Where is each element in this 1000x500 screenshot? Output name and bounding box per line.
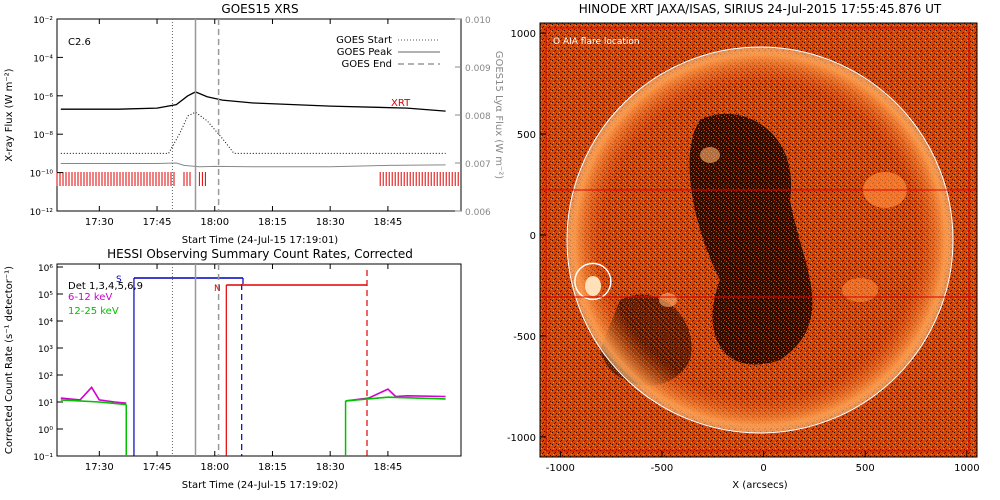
hessi-x-tick-label: 18:00 [200, 462, 229, 473]
hessi-y-tick-label: 10⁰ [38, 426, 53, 436]
hessi-x-tick-label: 18:45 [373, 462, 402, 473]
goes-y-ticks: 10⁻² 10⁻⁴ 10⁻⁶ 10⁻⁸ 10⁻¹⁰ 10⁻¹² [30, 16, 63, 218]
active-region [842, 278, 878, 302]
goes-y2-tick-label: 0.007 [465, 160, 491, 170]
hessi-title: HESSI Observing Summary Count Rates, Cor… [107, 247, 413, 261]
xrt-x-axis-label: X (arcsecs) [732, 480, 788, 491]
xrt-x-ticks: -1000 -500 0 500 1000 [546, 451, 980, 474]
active-region [659, 293, 677, 307]
xrt-y-ticks: 1000 500 0 -500 -1000 [507, 29, 546, 444]
fov-box [545, 27, 970, 452]
hessi-y-ticks: 10⁶ 10⁵ 10⁴ 10³ 10² 10¹ 10⁰ 10⁻¹ [33, 264, 63, 463]
goes-flare-class: C2.6 [68, 37, 91, 48]
xrt-x-tick-label: 0 [760, 463, 766, 474]
hessi-y-tick-label: 10³ [38, 345, 53, 355]
xrt-plot-frame [539, 22, 978, 458]
hessi-y-axis-label: Corrected Count Rate (s⁻¹ detector⁻¹) [4, 266, 15, 454]
goes-panel: GOES15 XRS C2.6 GOES Start GOES Peak GOE… [4, 2, 504, 246]
hessi-legend: Det 1,3,4,5,6,9 6-12 keV 12-25 keV [68, 281, 143, 317]
hessi-flag-s: S [116, 275, 122, 285]
hessi-y-tick-label: 10⁵ [38, 291, 53, 301]
goes-legend: GOES Start GOES Peak GOES End [336, 35, 440, 70]
goes-y2-tick-label: 0.008 [465, 112, 491, 122]
goes-y-axis-label: X-ray Flux (W m⁻²) [4, 68, 15, 161]
legend-goes-start: GOES Start [336, 35, 392, 46]
xrt-image [540, 23, 977, 457]
legend-goes-end: GOES End [342, 59, 392, 70]
legend-6-12-kev: 6-12 keV [68, 292, 112, 303]
xrt-y-tick-label: 1000 [511, 29, 536, 40]
goes-x-axis-label: Start Time (24-Jul-15 17:19:01) [182, 235, 339, 246]
xrt-legend: O AIA flare location [553, 37, 640, 47]
hessi-flag-n: N [214, 284, 221, 294]
goes-x-tick-label: 18:30 [316, 217, 345, 228]
hessi-x-tick-label: 17:30 [85, 462, 114, 473]
xrt-marker-label: XRT [391, 98, 411, 109]
goes-series-long [60, 91, 446, 112]
xrt-y-tick-label: 0 [530, 231, 536, 242]
goes-y2-ticks: 0.010 0.009 0.008 0.007 0.006 [455, 16, 491, 218]
xrt-title: HINODE XRT JAXA/ISAS, SIRIUS 24-Jul-2015… [579, 2, 942, 16]
goes-series-short [60, 111, 446, 154]
active-region [700, 147, 720, 163]
hessi-x-ticks: 17:30 17:45 18:00 18:15 18:30 18:45 [85, 264, 402, 473]
goes-x-tick-label: 18:15 [258, 217, 287, 228]
goes-y2-tick-label: 0.009 [465, 64, 491, 74]
xrt-x-tick-label: 1000 [954, 463, 979, 474]
goes-y-tick-label: 10⁻⁸ [33, 131, 53, 141]
hessi-y-tick-label: 10⁻¹ [33, 453, 53, 463]
legend-12-25-kev: 12-25 keV [68, 306, 119, 317]
goes-series-lyman [60, 162, 446, 168]
hessi-x-axis-label: Start Time (24-Jul-15 17:19:02) [182, 480, 339, 491]
aia-flare-circle [574, 262, 612, 301]
legend-goes-peak: GOES Peak [337, 47, 392, 58]
goes-plot-frame [56, 18, 462, 212]
goes-y2-tick-label: 0.010 [465, 16, 491, 26]
goes-y-tick-label: 10⁻¹² [30, 208, 54, 218]
hessi-series-line [60, 399, 127, 406]
xrt-y-tick-label: -1000 [507, 433, 536, 444]
hessi-series-line [345, 396, 446, 402]
goes-y-tick-label: 10⁻¹⁰ [30, 170, 54, 180]
goes-y2-axis-label: GOES15 Lyα Flux (W m⁻²) [493, 51, 504, 179]
xrt-x-tick-label: -1000 [546, 463, 575, 474]
goes-x-tick-label: 18:45 [373, 217, 402, 228]
goes-x-tick-label: 17:45 [143, 217, 172, 228]
hessi-y-tick-label: 10¹ [38, 399, 53, 409]
goes-x-ticks: 17:30 17:45 18:00 18:15 18:30 18:45 [85, 19, 402, 228]
hessi-series-line [60, 385, 127, 404]
hessi-x-tick-label: 17:45 [143, 462, 172, 473]
flare-bright-core [585, 276, 601, 296]
xrt-y-tick-label: 500 [517, 130, 536, 141]
hessi-panel: HESSI Observing Summary Count Rates, Cor… [4, 247, 462, 491]
goes-series-group [56, 19, 459, 211]
goes-y2-tick-label: 0.006 [465, 208, 491, 218]
hessi-y-tick-label: 10² [38, 372, 53, 382]
hessi-y-tick-label: 10⁴ [38, 318, 53, 328]
goes-x-tick-label: 17:30 [85, 217, 114, 228]
solar-limb [566, 46, 954, 434]
goes-x-tick-label: 18:00 [200, 217, 229, 228]
goes-title: GOES15 XRS [221, 2, 298, 16]
xrt-y-tick-label: -500 [513, 332, 536, 343]
goes-y-tick-label: 10⁻⁴ [33, 54, 53, 64]
xrt-observation-ticks [56, 172, 459, 186]
xrt-panel: HINODE XRT JAXA/ISAS, SIRIUS 24-Jul-2015… [507, 2, 980, 491]
legend-detectors: Det 1,3,4,5,6,9 [68, 281, 143, 292]
hessi-x-tick-label: 18:30 [316, 462, 345, 473]
hessi-x-tick-label: 18:15 [258, 462, 287, 473]
hessi-series-group [60, 264, 446, 456]
goes-y-tick-label: 10⁻⁶ [33, 93, 53, 103]
hessi-y-tick-label: 10⁶ [38, 264, 53, 274]
xrt-x-tick-label: -500 [651, 463, 674, 474]
xrt-x-tick-label: 500 [856, 463, 875, 474]
hessi-plot-frame [56, 263, 462, 457]
goes-y-tick-label: 10⁻² [33, 16, 53, 26]
